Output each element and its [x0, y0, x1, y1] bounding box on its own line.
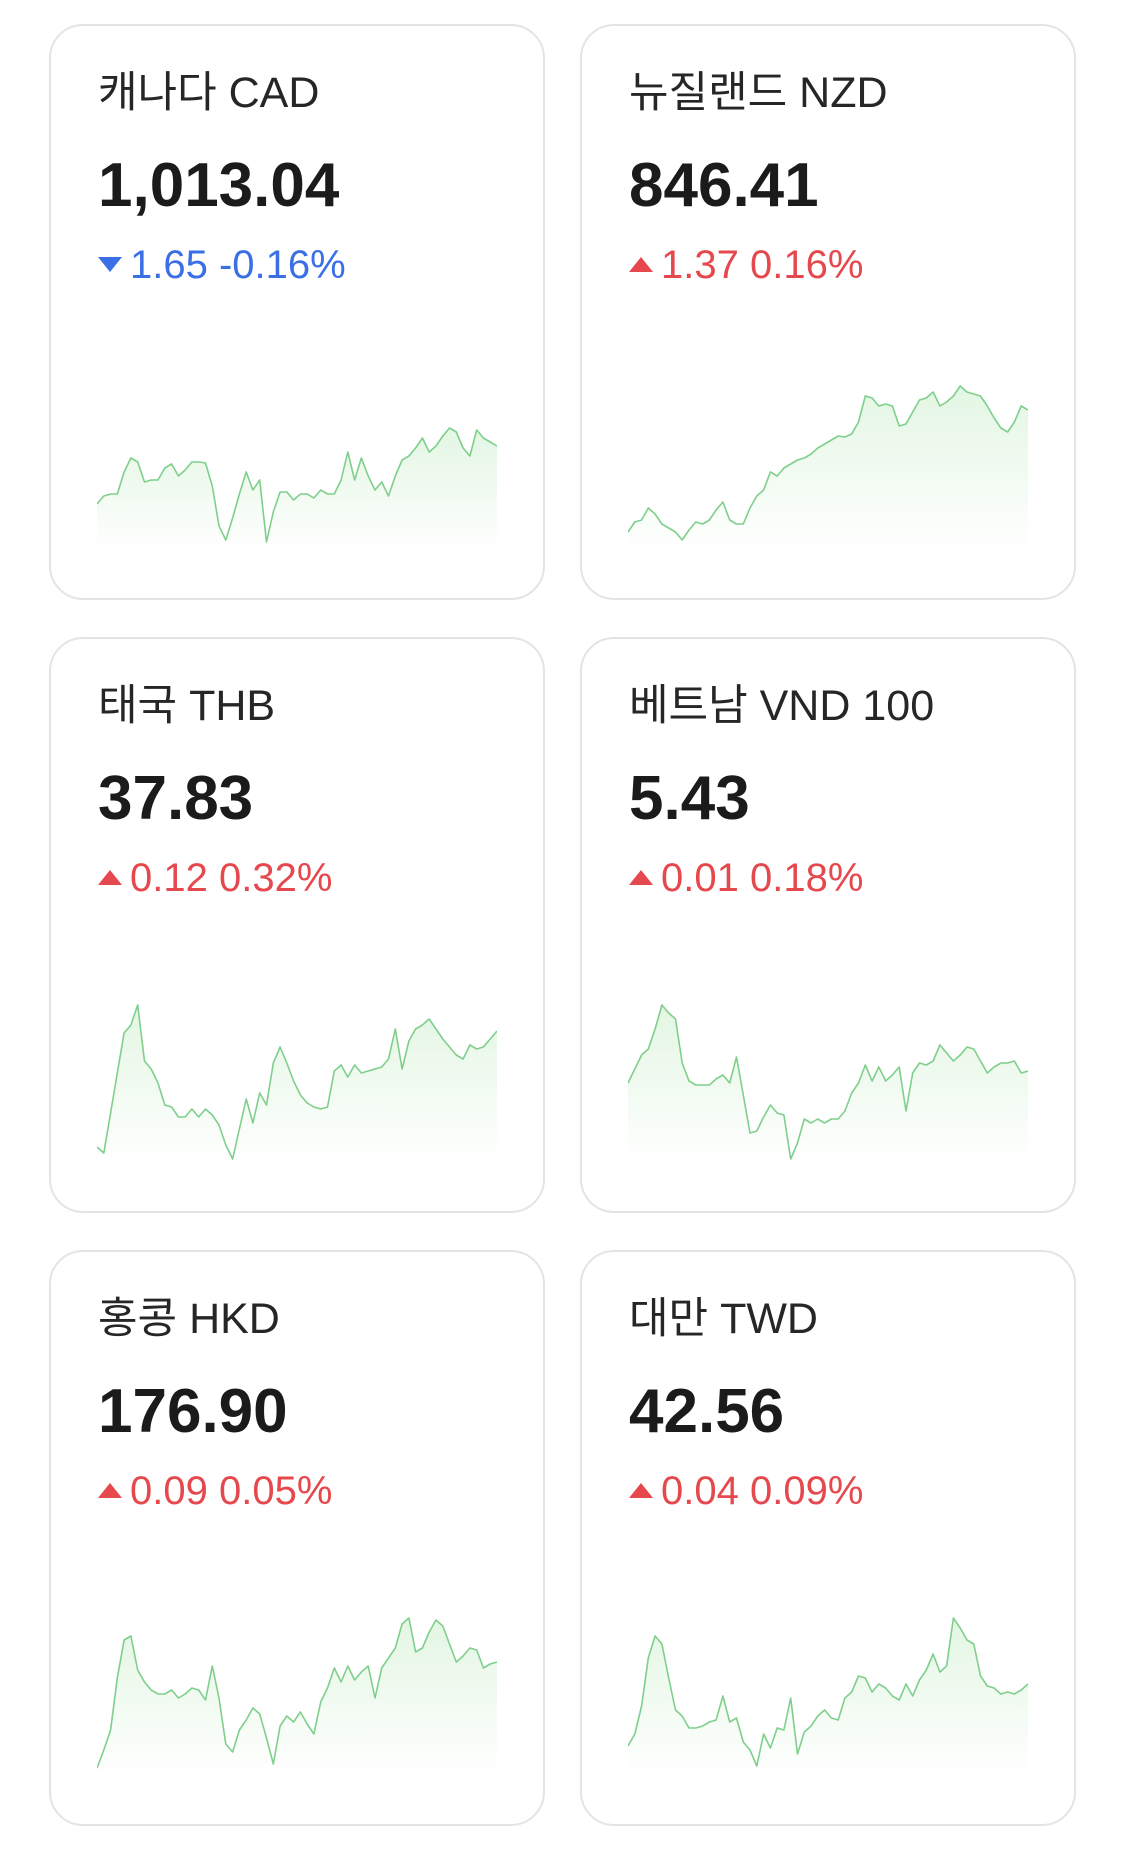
rate-change: 0.04 0.09%	[629, 1466, 863, 1516]
change-amount: 1.65	[130, 243, 208, 287]
currency-name: 베트남 VND 100	[629, 682, 935, 730]
triangle-up-icon	[629, 869, 653, 885]
sparkline-area	[97, 1618, 497, 1778]
sparkline-chart	[628, 385, 1028, 552]
rate-change: 0.01 0.18%	[629, 853, 863, 903]
triangle-up-icon	[98, 1482, 122, 1498]
sparkline-line	[97, 1617, 497, 1769]
triangle-up-icon	[629, 1482, 653, 1498]
change-percent: 0.16%	[749, 243, 864, 287]
sparkline-chart	[97, 1617, 497, 1778]
change-percent: 0.18%	[749, 856, 864, 900]
sparkline-chart	[97, 427, 497, 552]
change-percent: 0.05%	[218, 1469, 333, 1513]
exchange-rate-value: 42.56	[629, 1377, 785, 1446]
sparkline-area	[97, 1005, 497, 1165]
exchange-rate-value: 846.41	[629, 151, 819, 220]
currency-card-thb[interactable]: 태국 THB 37.83 0.12 0.32%	[49, 637, 545, 1213]
change-amount: 0.01	[661, 856, 739, 900]
triangle-up-icon	[629, 256, 653, 272]
sparkline-area	[628, 1005, 1028, 1165]
currency-card-cad[interactable]: 캐나다 CAD 1,013.04 1.65 -0.16%	[49, 24, 545, 600]
currency-name: 홍콩 HKD	[98, 1295, 280, 1343]
exchange-rate-value: 1,013.04	[98, 151, 340, 220]
change-amount: 1.37	[661, 243, 739, 287]
sparkline-line	[628, 1004, 1028, 1160]
sparkline-area	[97, 428, 497, 552]
currency-name: 뉴질랜드 NZD	[629, 69, 888, 117]
sparkline-line	[628, 1617, 1028, 1767]
sparkline-area	[628, 386, 1028, 552]
change-amount: 0.12	[130, 856, 208, 900]
exchange-rate-value: 37.83	[98, 764, 254, 833]
currency-name: 태국 THB	[98, 682, 276, 730]
sparkline-area	[628, 1618, 1028, 1778]
rate-change: 1.37 0.16%	[629, 240, 863, 290]
currency-card-vnd[interactable]: 베트남 VND 100 5.43 0.01 0.18%	[580, 637, 1076, 1213]
sparkline-line	[628, 385, 1028, 541]
exchange-rate-value: 176.90	[98, 1377, 288, 1446]
rate-change: 0.09 0.05%	[98, 1466, 332, 1516]
currency-card-nzd[interactable]: 뉴질랜드 NZD 846.41 1.37 0.16%	[580, 24, 1076, 600]
triangle-down-icon	[98, 256, 122, 272]
change-percent: 0.32%	[218, 856, 333, 900]
sparkline-line	[97, 1004, 497, 1160]
change-percent: -0.16%	[218, 243, 346, 287]
exchange-rate-value: 5.43	[629, 764, 750, 833]
rate-change: 1.65 -0.16%	[98, 240, 346, 290]
change-amount: 0.04	[661, 1469, 739, 1513]
sparkline-chart	[628, 1004, 1028, 1165]
rate-change: 0.12 0.32%	[98, 853, 332, 903]
currency-name: 대만 TWD	[629, 1295, 818, 1343]
currency-card-twd[interactable]: 대만 TWD 42.56 0.04 0.09%	[580, 1250, 1076, 1826]
sparkline-chart	[628, 1617, 1028, 1778]
sparkline-line	[97, 427, 497, 543]
sparkline-chart	[97, 1004, 497, 1165]
triangle-up-icon	[98, 869, 122, 885]
change-percent: 0.09%	[749, 1469, 864, 1513]
currency-name: 캐나다 CAD	[98, 69, 320, 117]
change-amount: 0.09	[130, 1469, 208, 1513]
currency-card-hkd[interactable]: 홍콩 HKD 176.90 0.09 0.05%	[49, 1250, 545, 1826]
